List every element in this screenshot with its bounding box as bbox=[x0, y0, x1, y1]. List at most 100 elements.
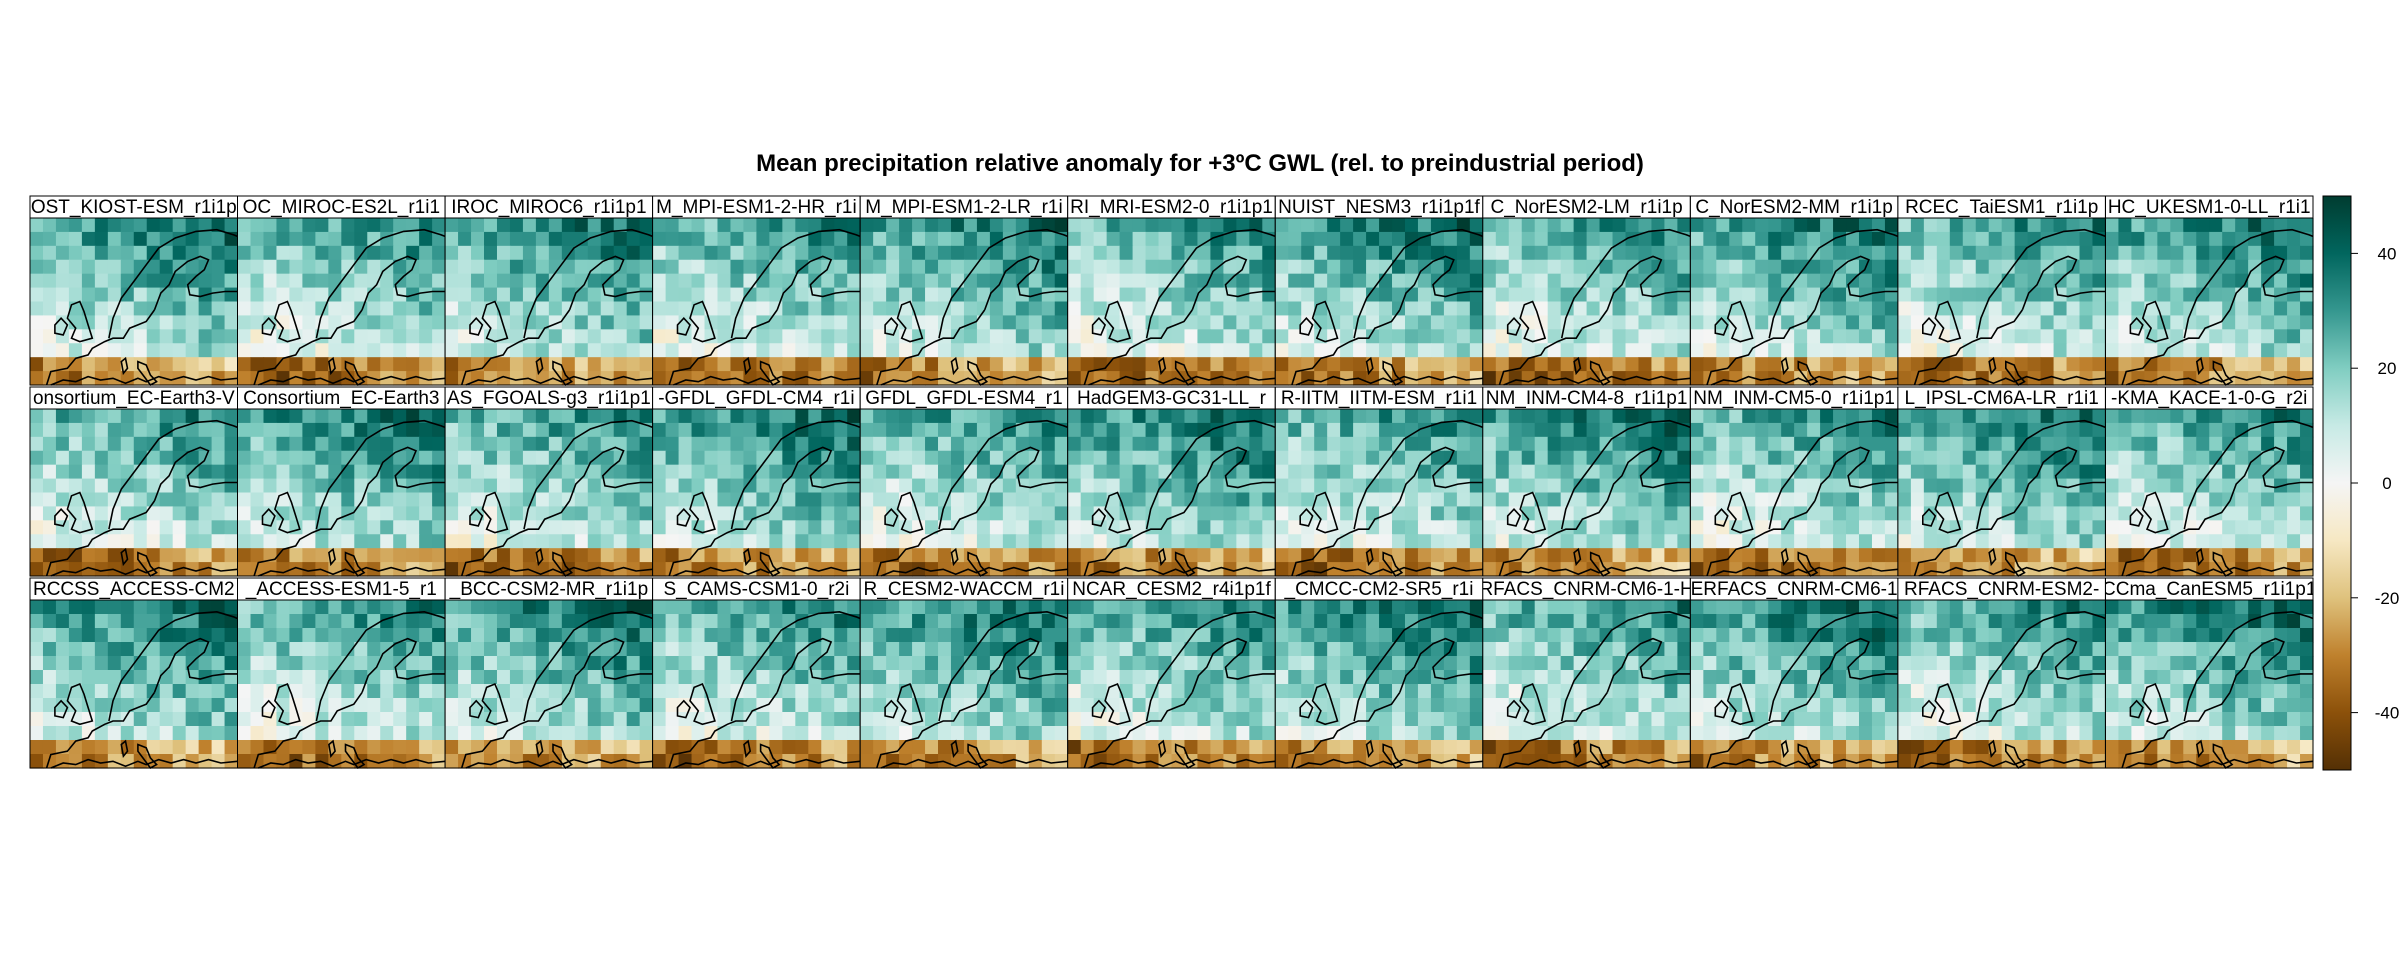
coastline bbox=[776, 637, 861, 693]
coastline bbox=[261, 699, 276, 719]
coastline bbox=[535, 547, 544, 567]
panel-title: HC_UKESM1-0-LL_r1i1 bbox=[2108, 197, 2311, 218]
coastline bbox=[1922, 699, 1937, 719]
coastline bbox=[1519, 491, 1547, 534]
coastline bbox=[1299, 508, 1314, 527]
coastline bbox=[896, 491, 924, 534]
coastline bbox=[2183, 610, 2314, 722]
coastline bbox=[1365, 356, 1374, 376]
coastline bbox=[1091, 508, 1107, 527]
coastline bbox=[938, 419, 1069, 530]
coastline bbox=[568, 255, 653, 311]
coastline bbox=[523, 610, 653, 722]
coastline bbox=[2129, 699, 2144, 719]
colorbar-tick-label: -40 bbox=[2375, 704, 2400, 723]
coastline bbox=[743, 356, 752, 376]
coastline bbox=[328, 547, 336, 567]
map-panel: RCEC_TaiESM1_r1i1p bbox=[1897, 195, 2107, 387]
coastline bbox=[253, 500, 363, 577]
coastline bbox=[1145, 419, 1276, 530]
coastline bbox=[1710, 375, 1898, 386]
coastline bbox=[880, 566, 1068, 577]
panel-frame bbox=[2105, 217, 2314, 386]
coastline bbox=[1158, 739, 1167, 759]
map-panel: C_NorESM2-MM_r1i1p bbox=[1689, 195, 1899, 387]
coastline bbox=[361, 446, 446, 502]
coastline bbox=[1174, 743, 1196, 770]
coastline bbox=[1913, 500, 2024, 577]
coastline bbox=[2183, 419, 2314, 530]
coastline bbox=[1922, 317, 1937, 336]
coastline bbox=[552, 360, 573, 387]
coastline bbox=[344, 743, 366, 770]
coastline bbox=[668, 691, 778, 769]
coastline bbox=[1934, 491, 1962, 534]
chart-title: Mean precipitation relative anomaly for … bbox=[756, 150, 1644, 177]
coastline bbox=[108, 419, 238, 530]
coastline bbox=[1913, 691, 2024, 769]
coastline bbox=[2021, 637, 2106, 693]
coastline bbox=[884, 317, 899, 336]
coastline bbox=[776, 255, 861, 311]
coastline bbox=[1382, 743, 1404, 770]
coastline bbox=[120, 547, 129, 567]
coastline bbox=[2021, 446, 2106, 502]
panel-title: R-IITM_IITM-ESM_r1i1 bbox=[1281, 388, 1477, 409]
coastline bbox=[2229, 446, 2313, 502]
coastline bbox=[481, 682, 509, 726]
panel-title: S_CAMS-CSM1-0_r2i bbox=[663, 579, 849, 600]
coastline bbox=[1158, 356, 1167, 376]
panel-title: ERFACS_CNRM-CM6-1 bbox=[1691, 579, 1898, 600]
colorbar bbox=[2322, 195, 2352, 771]
coastline bbox=[1104, 491, 1132, 534]
panel-title: AS_FGOALS-g3_r1i1p1 bbox=[447, 388, 651, 409]
coastline bbox=[1083, 691, 1193, 769]
coastline bbox=[938, 610, 1069, 722]
coastline bbox=[45, 500, 156, 577]
coastline bbox=[1088, 566, 1276, 577]
coastline bbox=[315, 610, 446, 722]
coastline bbox=[1498, 500, 1608, 577]
coastline bbox=[261, 508, 276, 527]
map-panel: RI_MRI-ESM2-0_r1i1p1 bbox=[1067, 195, 1276, 387]
panel-title: IROC_MIROC6_r1i1p1 bbox=[451, 197, 646, 218]
map-panel: _ACCESS-ESM1-5_r1 bbox=[237, 577, 446, 770]
coastline bbox=[876, 500, 986, 577]
coastline bbox=[1506, 508, 1522, 527]
coastline bbox=[1934, 682, 1962, 726]
panel-title: M_MPI-ESM1-2-LR_r1i bbox=[865, 197, 1062, 218]
coastline bbox=[1145, 610, 1276, 722]
coastline bbox=[2195, 356, 2204, 376]
coastline bbox=[2129, 317, 2144, 336]
panel-title: HadGEM3-GC31-LL_r bbox=[1077, 388, 1267, 409]
panel-title: M_MPI-ESM1-2-HR_r1i bbox=[656, 197, 857, 218]
map-panel: NUIST_NESM3_r1i1p1f bbox=[1274, 195, 1484, 387]
coastline bbox=[1174, 551, 1196, 578]
coastline bbox=[274, 682, 301, 726]
map-panel: _CMCC-CM2-SR5_r1i bbox=[1274, 577, 1484, 770]
map-panel: NM_INM-CM5-0_r1i1p1 bbox=[1689, 386, 1899, 578]
coastline bbox=[1922, 508, 1937, 527]
coastline bbox=[1104, 300, 1132, 343]
coastline bbox=[465, 375, 653, 386]
coastline bbox=[880, 375, 1068, 386]
panel-title: NM_INM-CM4-8_r1i1p1 bbox=[1486, 388, 1688, 409]
coastline bbox=[315, 419, 446, 530]
coastline bbox=[1498, 309, 1608, 386]
coastline bbox=[1506, 317, 1522, 336]
coastline bbox=[1560, 610, 1691, 722]
coastline bbox=[1560, 228, 1691, 339]
coastline bbox=[2121, 500, 2231, 577]
coastline bbox=[1934, 300, 1962, 343]
coastline bbox=[676, 317, 691, 336]
coastline bbox=[274, 300, 301, 343]
panel-title: L_IPSL-CM6A-LR_r1i1 bbox=[1905, 388, 2099, 409]
coastline bbox=[1706, 691, 1816, 769]
coastline bbox=[1797, 743, 1819, 770]
coastline bbox=[1295, 758, 1483, 769]
coastline bbox=[2005, 360, 2026, 387]
coastline bbox=[344, 360, 366, 387]
coastline bbox=[967, 551, 989, 578]
coastline bbox=[535, 356, 544, 376]
coastline bbox=[2212, 743, 2234, 770]
